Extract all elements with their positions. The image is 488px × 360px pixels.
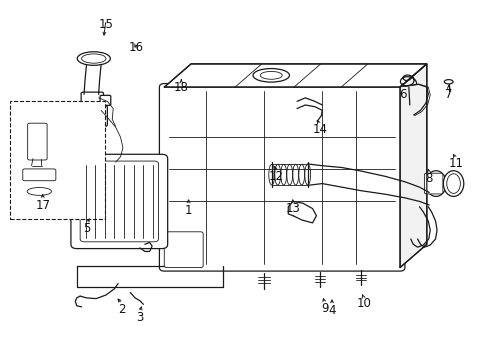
FancyBboxPatch shape <box>424 173 442 194</box>
FancyBboxPatch shape <box>81 92 103 110</box>
Ellipse shape <box>27 188 51 195</box>
Polygon shape <box>164 64 426 87</box>
Polygon shape <box>399 64 426 267</box>
Ellipse shape <box>81 54 106 63</box>
Text: 11: 11 <box>447 157 463 170</box>
Text: 8: 8 <box>425 172 432 185</box>
Text: 5: 5 <box>82 222 90 235</box>
Text: 17: 17 <box>35 198 50 212</box>
Text: 4: 4 <box>327 304 335 317</box>
Text: 6: 6 <box>398 88 406 101</box>
Text: 13: 13 <box>285 202 300 215</box>
Ellipse shape <box>252 68 289 82</box>
Ellipse shape <box>446 174 459 193</box>
Ellipse shape <box>444 80 452 84</box>
FancyBboxPatch shape <box>77 105 107 127</box>
Text: 14: 14 <box>312 123 326 136</box>
FancyBboxPatch shape <box>71 154 167 249</box>
Bar <box>10 102 105 219</box>
Text: 9: 9 <box>320 302 328 315</box>
FancyBboxPatch shape <box>164 232 203 267</box>
Text: 3: 3 <box>136 311 143 324</box>
Ellipse shape <box>77 52 110 65</box>
FancyBboxPatch shape <box>159 84 404 271</box>
Text: 16: 16 <box>129 41 144 54</box>
Text: 7: 7 <box>444 88 451 101</box>
Text: 15: 15 <box>98 18 113 31</box>
FancyBboxPatch shape <box>100 95 111 105</box>
Text: 2: 2 <box>118 303 125 316</box>
Text: 10: 10 <box>355 297 370 310</box>
Text: 12: 12 <box>268 170 283 183</box>
FancyBboxPatch shape <box>23 169 56 181</box>
Ellipse shape <box>260 71 282 79</box>
Ellipse shape <box>428 174 442 193</box>
Ellipse shape <box>425 171 446 197</box>
Ellipse shape <box>443 171 463 197</box>
Text: 1: 1 <box>184 204 192 217</box>
Text: 18: 18 <box>174 81 188 94</box>
FancyBboxPatch shape <box>28 123 47 160</box>
